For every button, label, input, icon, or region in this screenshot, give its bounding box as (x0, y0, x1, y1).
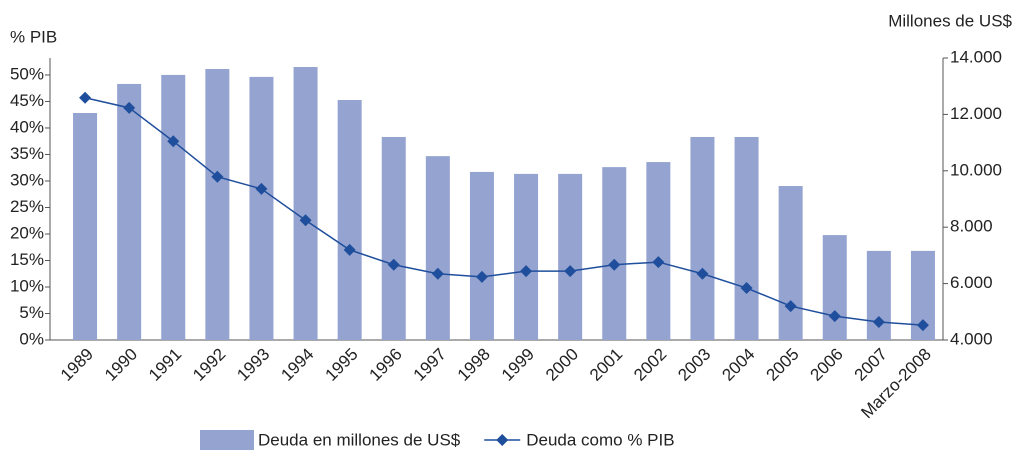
line-marker (520, 265, 533, 278)
x-tick-label: 2002 (630, 345, 670, 385)
y-tick-label: 40% (10, 117, 44, 136)
line-marker (255, 182, 268, 195)
legend-swatch (200, 430, 254, 450)
bar (161, 74, 186, 341)
x-tick-label: 2006 (807, 345, 847, 385)
legend-marker (496, 434, 509, 446)
x-tick-label: 1996 (366, 345, 406, 385)
bar (117, 83, 142, 340)
line-marker (79, 91, 92, 104)
x-tick-label: 1999 (498, 345, 538, 385)
x-tick-label: 2001 (586, 345, 626, 385)
line-marker (696, 267, 709, 280)
bar (205, 68, 230, 341)
line-marker (916, 319, 929, 332)
line-marker (608, 258, 621, 271)
bar (646, 162, 671, 340)
x-tick-label: 1993 (233, 345, 273, 385)
bar (381, 136, 406, 340)
line-marker (872, 315, 885, 328)
y2-tick-label: 14.000 (950, 47, 1002, 66)
x-tick-label: 1992 (189, 345, 229, 385)
line-marker (784, 300, 797, 313)
y-tick-label: 0% (19, 329, 44, 348)
line-marker (475, 270, 488, 283)
bar (73, 112, 98, 341)
x-tick-label: 1991 (145, 345, 185, 385)
y-tick-label: 25% (10, 197, 44, 216)
line-marker (211, 170, 224, 183)
bar (734, 136, 759, 340)
x-tick-label: 2007 (851, 345, 891, 385)
y-tick-label: 30% (10, 170, 44, 189)
x-tick-label: 2000 (542, 345, 582, 385)
x-tick-label: 2005 (762, 345, 802, 385)
bar (778, 186, 803, 340)
y-axis-title: % PIB (10, 27, 57, 46)
line-marker (828, 310, 841, 323)
y-tick-label: 45% (10, 91, 44, 110)
x-tick-label: 1995 (321, 345, 361, 385)
bar (690, 136, 715, 340)
line-marker (299, 214, 312, 227)
y2-tick-label: 10.000 (950, 160, 1002, 179)
x-tick-label: 1989 (57, 345, 97, 385)
y-tick-label: 20% (10, 223, 44, 242)
bar (514, 173, 539, 340)
y-tick-label: 50% (10, 64, 44, 83)
line-marker (167, 135, 180, 148)
bar (337, 100, 362, 340)
line-marker (387, 258, 400, 271)
x-tick-label: 1997 (410, 345, 450, 385)
line-marker (740, 282, 753, 295)
y2-tick-label: 4.000 (950, 329, 993, 348)
legend-label: Deuda en millones de US$ (258, 430, 461, 449)
bar (425, 156, 450, 340)
line-marker (652, 256, 665, 269)
y2-axis-title: Millones de US$ (888, 11, 1012, 30)
line-marker (564, 265, 577, 278)
y-tick-label: 15% (10, 250, 44, 269)
bar (293, 67, 318, 341)
y2-tick-label: 8.000 (950, 217, 993, 236)
y-tick-label: 35% (10, 144, 44, 163)
bar (558, 173, 583, 340)
line (84, 97, 924, 326)
line-marker (343, 243, 356, 256)
x-tick-label: 2003 (674, 345, 714, 385)
y2-tick-label: 6.000 (950, 273, 993, 292)
y-tick-label: 5% (19, 303, 44, 322)
line-marker (123, 101, 136, 114)
y2-tick-label: 12.000 (950, 104, 1002, 123)
x-tick-label: 1990 (101, 345, 141, 385)
bar (249, 76, 274, 341)
bar (822, 235, 847, 340)
x-tick-label: 2004 (718, 345, 758, 385)
legend-label: Deuda como % PIB (526, 430, 674, 449)
bar (602, 167, 627, 340)
x-tick-label: 1998 (454, 345, 494, 385)
y-tick-label: 10% (10, 276, 44, 295)
line-marker (431, 267, 444, 280)
bar (469, 171, 494, 340)
x-tick-label: 1994 (277, 345, 317, 385)
